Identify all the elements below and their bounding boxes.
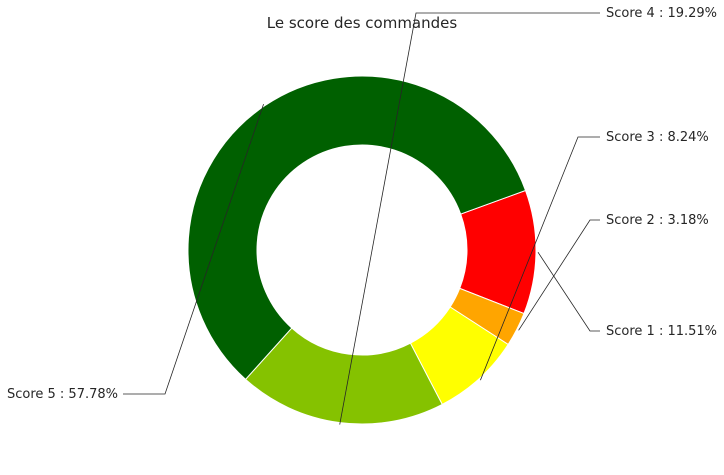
slice-label-score-4: Score 4 : 19.29%: [606, 6, 717, 21]
leader-line-score-1: [537, 251, 600, 332]
slice-label-score-1: Score 1 : 11.51%: [606, 324, 717, 339]
leader-line-score-3: [480, 136, 600, 381]
slice-score-4: [244, 327, 443, 425]
slice-score-5: [187, 75, 527, 381]
label-group: Score 1 : 11.51% Score 2 : 3.18% Score 3 :…: [7, 6, 717, 402]
leader-line-score-2: [518, 219, 600, 331]
leader-line-score-4: [339, 12, 600, 425]
leader-line-score-5: [123, 103, 264, 395]
slice-group: [187, 75, 537, 425]
slice-label-score-5: Score 5 : 57.78%: [7, 387, 118, 402]
chart-title: Le score des commandes: [267, 14, 458, 32]
slice-label-score-2: Score 2 : 3.18%: [606, 213, 709, 228]
slice-label-score-3: Score 3 : 8.24%: [606, 130, 709, 145]
leader-line-group: [123, 12, 600, 425]
